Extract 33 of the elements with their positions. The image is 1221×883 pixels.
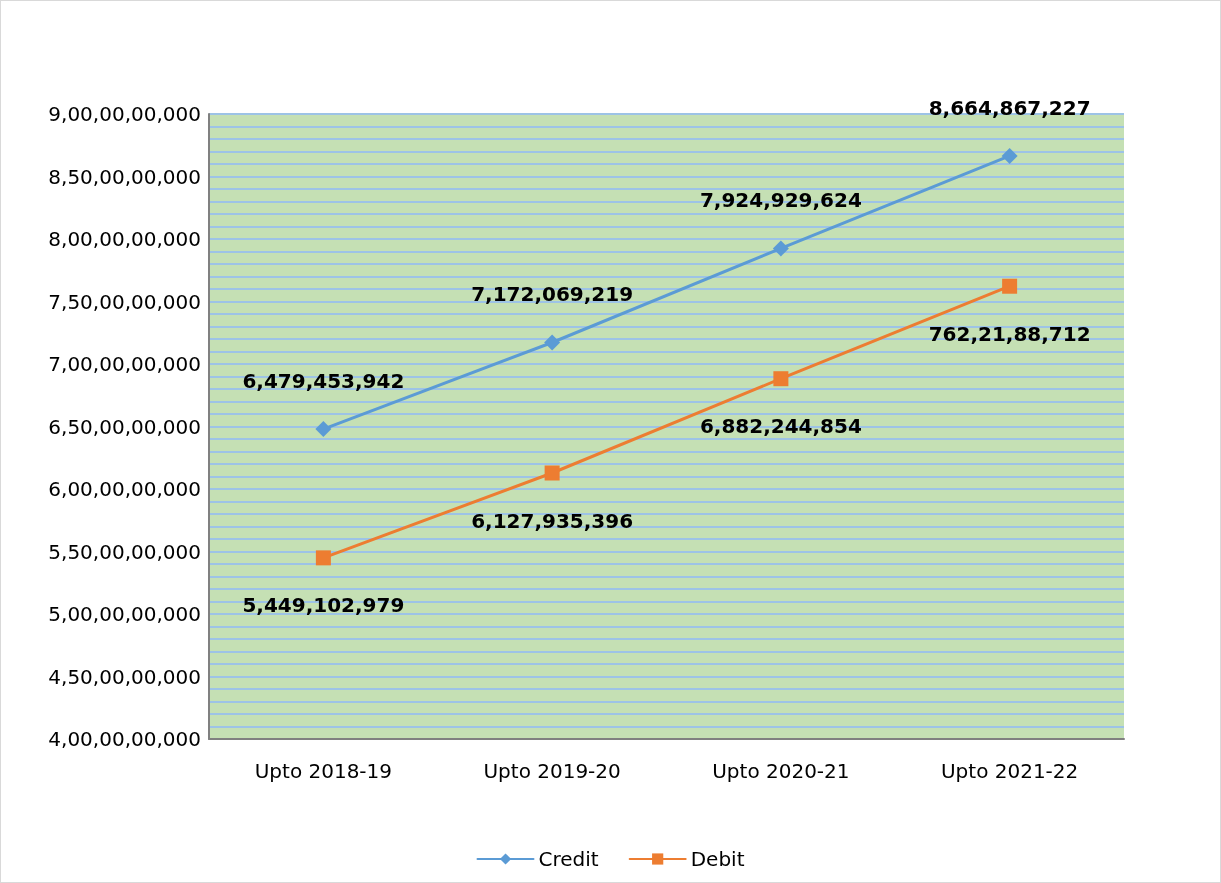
data-label: 7,172,069,219	[471, 282, 634, 307]
x-tick-label: Upto 2021-22	[940, 759, 1079, 783]
data-label: 7,924,929,624	[699, 188, 862, 213]
data-label: 8,664,867,227	[928, 95, 1091, 120]
y-tick-label: 7,50,00,00,000	[48, 289, 201, 314]
data-label: 6,479,453,942	[242, 369, 405, 394]
point	[1002, 278, 1018, 294]
x-tick-label: Upto 2020-21	[712, 759, 850, 783]
y-tick-label: 8,00,00,00,000	[48, 227, 201, 251]
point	[315, 421, 332, 438]
y-tick-label: 6,50,00,00,000	[48, 414, 201, 439]
y-tick-label: 8,50,00,00,000	[48, 164, 201, 189]
point	[772, 240, 789, 257]
point	[773, 371, 789, 387]
legend-label: Debit	[690, 847, 745, 871]
x-tick-label: Upto 2019-20	[483, 759, 621, 783]
point	[544, 465, 560, 481]
data-label: 6,882,244,854	[699, 414, 862, 439]
point	[544, 334, 561, 351]
x-tick-label: Upto 2018-19	[254, 759, 393, 783]
y-tick-label: 5,00,00,00,000	[48, 602, 201, 626]
y-tick-label: 4,50,00,00,000	[48, 664, 201, 689]
y-tick-label: 5,50,00,00,000	[48, 539, 201, 564]
y-tick-label: 9,00,00,00,000	[48, 102, 201, 126]
data-label: 6,127,935,396	[471, 508, 634, 533]
y-tick-label: 4,00,00,00,000	[48, 727, 201, 751]
data-label: 762,21,88,712	[928, 321, 1091, 346]
y-tick-label: 7,00,00,00,000	[48, 352, 201, 376]
point	[1001, 147, 1018, 164]
data-label: 5,449,102,979	[242, 593, 405, 618]
legend-label: Credit	[538, 847, 599, 871]
y-tick-label: 6,00,00,00,000	[48, 477, 201, 501]
point	[315, 550, 331, 566]
